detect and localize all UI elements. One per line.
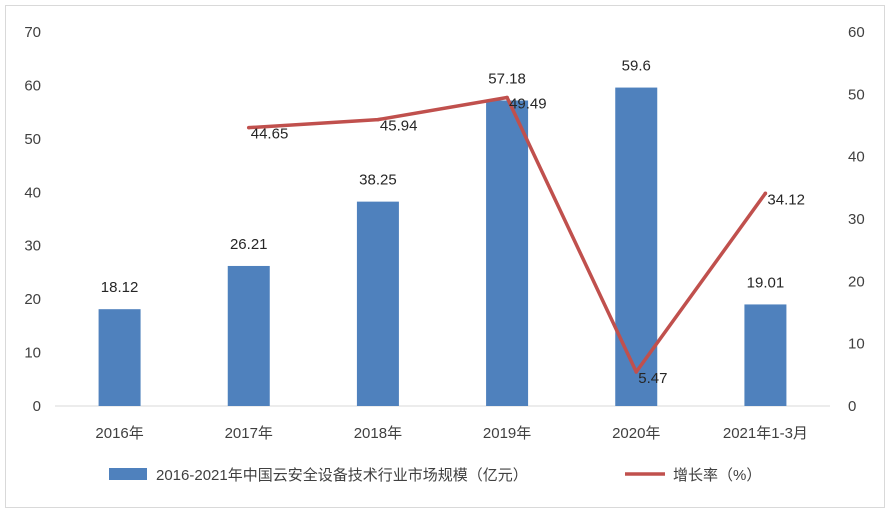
line-value-label: 5.47	[638, 370, 667, 387]
line-point	[763, 191, 768, 196]
y-right-tick-label: 0	[848, 398, 856, 415]
legend: 2016-2021年中国云安全设备技术行业市场规模（亿元） 增长率（%）	[109, 466, 761, 484]
bar-value-label: 57.18	[488, 70, 526, 87]
line-value-label: 34.12	[767, 191, 805, 208]
y-right-tick-label: 30	[848, 211, 865, 228]
legend-bar-label: 2016-2021年中国云安全设备技术行业市场规模（亿元）	[156, 466, 528, 484]
data-labels-layer: 18.12 26.21 38.25 57.18 59.6 19.01 44.65 45.94 4…	[101, 58, 805, 387]
y-left-tick-label: 70	[24, 24, 41, 41]
line-value-label: 45.94	[380, 118, 418, 135]
bar-value-label: 19.01	[747, 274, 785, 291]
y-right-tick-label: 10	[848, 336, 865, 353]
y-left-tick-label: 10	[24, 345, 41, 362]
y-right-tick-label: 60	[848, 24, 865, 41]
y-left-tick-label: 20	[24, 291, 41, 308]
line-point	[246, 125, 251, 130]
y-left-tick-label: 30	[24, 238, 41, 255]
x-tick-label: 2017年	[225, 425, 273, 442]
bar-value-label: 59.6	[622, 58, 651, 75]
x-tick-label: 2019年	[483, 425, 531, 442]
y-right-tick-label: 50	[848, 86, 865, 103]
bar-value-label: 26.21	[230, 236, 268, 253]
bar	[744, 304, 787, 406]
bar-value-label: 38.25	[359, 172, 397, 189]
bar	[356, 201, 399, 406]
x-tick-label: 2016年	[95, 425, 143, 442]
bars-layer	[98, 87, 787, 407]
y-left-tick-label: 0	[33, 398, 41, 415]
line-layer	[246, 95, 768, 374]
line-point	[376, 117, 380, 122]
line-point	[634, 370, 639, 374]
bar	[486, 100, 529, 407]
x-tick-label: 2021年1-3月	[723, 425, 808, 442]
line-value-label: 49.49	[509, 96, 547, 113]
line-value-label: 44.65	[251, 126, 289, 143]
bar	[615, 87, 658, 407]
chart-border	[5, 5, 885, 508]
x-tick-label: 2018年	[354, 425, 402, 442]
y-left-tick-label: 50	[24, 131, 41, 148]
bar	[98, 309, 141, 406]
y-right-tick-label: 20	[848, 273, 865, 290]
axes-layer: 0 10 20 30 40 50 60 70 0 10 20 30 40 50 60 2016年 2017年 20…	[24, 24, 864, 442]
line-point	[505, 95, 509, 100]
legend-bar-swatch	[109, 468, 147, 480]
x-tick-label: 2020年	[612, 425, 660, 442]
bar-value-label: 18.12	[101, 279, 139, 296]
y-left-tick-label: 60	[24, 77, 41, 94]
y-left-tick-label: 40	[24, 184, 41, 201]
y-right-tick-label: 40	[848, 149, 865, 166]
bar	[227, 265, 270, 406]
legend-line-label: 增长率（%）	[673, 467, 761, 484]
